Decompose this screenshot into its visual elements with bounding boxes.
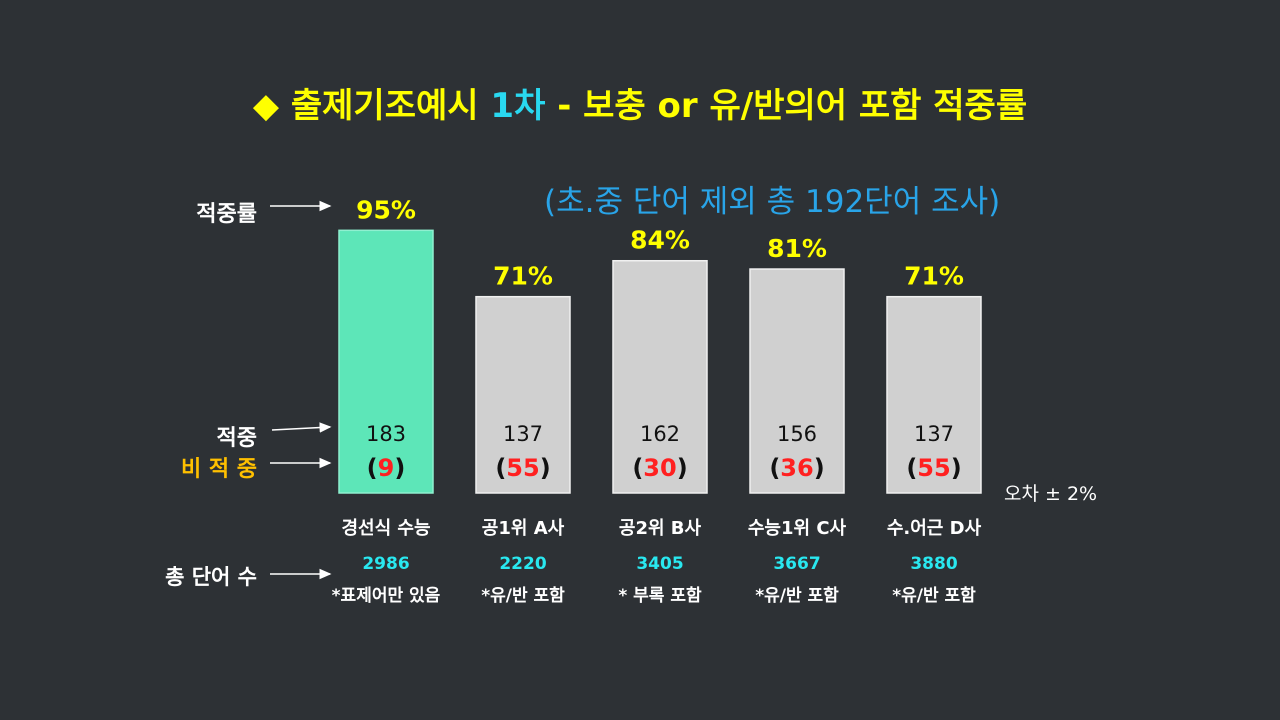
bar	[886, 295, 982, 494]
hit-count: 156	[777, 422, 817, 446]
hit-count: 183	[366, 422, 406, 446]
total-count: 3405	[636, 554, 683, 574]
category-label: 경선식 수능	[341, 518, 430, 539]
miss-row-label: 비 적 중	[180, 457, 257, 482]
bar-value-label: 71%	[904, 262, 964, 291]
bar	[749, 268, 845, 494]
bar	[338, 229, 434, 494]
category-note: *유/반 포함	[481, 585, 565, 606]
title-suffix: - 보충 or 유/반의어 포함 적중률	[557, 86, 1028, 126]
total-count: 3667	[773, 554, 820, 574]
hit-count: 137	[503, 422, 543, 446]
category-label: 공2위 B사	[619, 518, 702, 539]
hit-row-label: 적중	[216, 426, 257, 451]
miss-count: (36)	[769, 454, 824, 482]
category-label: 공1위 A사	[482, 518, 565, 539]
title-accent: 1차	[490, 86, 546, 126]
category-label: 수.어근 D사	[887, 518, 982, 539]
rate-row-label: 적중률	[196, 202, 257, 227]
bar-value-label: 95%	[356, 195, 416, 224]
bar-value-label: 71%	[493, 262, 553, 291]
bar-value-label: 84%	[630, 226, 690, 255]
diamond-bullet-icon: ◆	[252, 86, 280, 126]
total-count: 2986	[362, 554, 409, 574]
category-note: *표제어만 있음	[332, 586, 441, 606]
bars-layer: 95% 183 (9) 경선식 수능 2986 *표제어만 있음 71% 137 (55) 공1위…	[332, 195, 982, 606]
miss-count: (9)	[367, 454, 406, 482]
category-note: *유/반 포함	[755, 585, 839, 606]
page-title: ◆ 출제기조예시 1차 - 보충 or 유/반의어 포함 적중률	[0, 78, 1280, 127]
bar	[475, 295, 571, 494]
title-prefix: 출제기조예시	[290, 86, 479, 126]
category-note: *유/반 포함	[892, 585, 976, 606]
subtitle: (초.중 단어 제외 총 192단어 조사)	[544, 184, 1001, 220]
bar-value-label: 81%	[767, 234, 827, 263]
total-count: 2220	[499, 554, 546, 574]
hit-count: 137	[914, 422, 954, 446]
bar	[612, 259, 708, 494]
hit-count: 162	[640, 422, 680, 446]
category-note: * 부록 포함	[618, 585, 702, 606]
miss-count: (55)	[906, 454, 961, 482]
category-label: 수능1위 C사	[748, 518, 847, 539]
total-row-label: 총 단어 수	[165, 565, 257, 589]
error-note: 오차 ± 2%	[1004, 483, 1098, 505]
miss-count: (30)	[632, 454, 687, 482]
hit-arrow-icon	[271, 422, 332, 433]
total-count: 3880	[910, 554, 957, 574]
miss-count: (55)	[495, 454, 550, 482]
